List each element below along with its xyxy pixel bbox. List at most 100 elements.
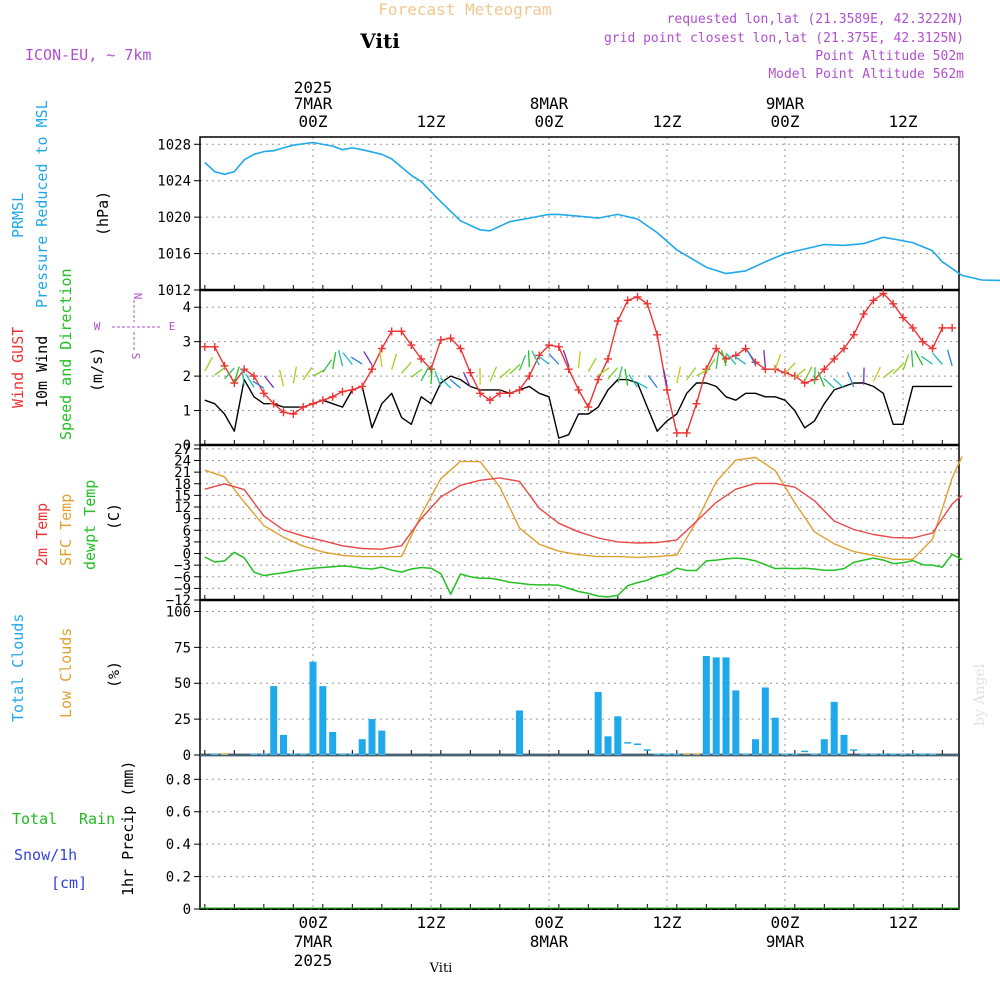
model-label: ICON-EU, ~ 7km xyxy=(25,46,151,64)
gust-marker xyxy=(594,375,603,384)
precip-axis-label: 1hr Precip (mm) xyxy=(119,761,137,896)
wind-direction-arrow xyxy=(420,366,430,382)
wind-direction-arrow xyxy=(607,367,619,380)
y-tick-label: 1024 xyxy=(157,174,191,190)
y-tick-label: 4 xyxy=(183,300,191,316)
wind-direction-arrow xyxy=(910,350,914,368)
gust-marker xyxy=(210,342,219,351)
gust-marker xyxy=(938,323,947,332)
wind-direction-arrow xyxy=(597,367,610,376)
top-year-label: 2025 xyxy=(294,78,333,97)
gust-marker xyxy=(397,327,406,336)
total-clouds-bar xyxy=(811,753,818,756)
wind-direction-arrow xyxy=(342,352,353,365)
watermark: by Angel xyxy=(972,663,988,726)
low-clouds-bar xyxy=(693,753,700,755)
wind-direction-arrow xyxy=(813,367,816,385)
total-clouds-bar xyxy=(702,656,710,755)
y-tick-label: −9 xyxy=(174,581,191,597)
wind-direction-arrow xyxy=(696,368,708,377)
wind-direction-arrow xyxy=(587,357,597,372)
total-clouds-bar xyxy=(299,753,307,756)
wind-direction-arrow xyxy=(914,350,924,366)
y-tick-label: 1 xyxy=(183,404,191,420)
wind-speed-direction-label: Speed and Direction xyxy=(57,268,75,440)
total-clouds-bar xyxy=(653,753,661,756)
compass-south: S xyxy=(129,353,142,360)
total-clouds-bar xyxy=(250,753,258,756)
gust-marker xyxy=(328,392,337,401)
gust-marker xyxy=(466,368,475,377)
total-clouds-bar xyxy=(368,719,376,755)
gust-marker xyxy=(653,330,662,339)
wind-direction-arrow xyxy=(725,352,737,365)
y-tick-label: 1012 xyxy=(157,283,191,299)
gust-marker xyxy=(269,399,278,408)
gust-marker xyxy=(535,351,544,360)
gust-marker xyxy=(712,344,721,353)
wind-direction-arrow xyxy=(337,349,344,367)
wind-direction-arrow xyxy=(774,354,782,371)
wind-direction-arrow xyxy=(302,366,313,381)
dewpt-temp-label: dewpt Temp xyxy=(81,480,99,570)
gust-marker xyxy=(604,354,612,363)
total-clouds-bar xyxy=(712,657,720,755)
wind-direction-arrow xyxy=(499,368,511,379)
y-tick-label: 3 xyxy=(183,535,191,551)
wind-direction-arrow xyxy=(332,352,337,369)
total-clouds-bar xyxy=(348,753,356,756)
wind-direction-arrow xyxy=(921,355,933,365)
total-clouds-bar xyxy=(614,716,622,756)
wind-direction-arrow xyxy=(440,377,452,389)
clouds-unit-label: (%) xyxy=(105,661,123,688)
wind-direction-arrow xyxy=(892,363,904,375)
gust-marker xyxy=(899,313,907,322)
bottom-year-label: 2025 xyxy=(294,951,333,970)
wind-direction-arrow xyxy=(278,369,285,387)
wind-direction-arrow xyxy=(379,349,383,367)
bottom-hour-label: 00Z xyxy=(771,913,800,932)
wind-direction-arrow xyxy=(872,366,881,382)
temp-unit-label: (C) xyxy=(105,503,123,530)
wind-direction-arrow xyxy=(518,354,527,371)
total-clouds-bar xyxy=(830,701,838,755)
total-clouds-bar xyxy=(280,734,287,755)
total-clouds-bar xyxy=(319,686,327,755)
wind-direction-arrow xyxy=(624,368,629,386)
total-clouds-bar xyxy=(329,732,337,755)
y-tick-label: −3 xyxy=(174,558,191,574)
wind-direction-arrow xyxy=(833,378,845,389)
y-tick-label: 0 xyxy=(183,902,191,918)
wind-direction-arrow xyxy=(902,354,910,371)
gust-marker xyxy=(358,382,367,391)
wind-direction-arrow xyxy=(804,366,813,382)
total-clouds-bar xyxy=(309,661,317,755)
total-clouds-bar xyxy=(378,730,386,755)
wind-direction-arrow xyxy=(647,374,658,389)
gust-marker xyxy=(368,365,376,374)
y-tick-label: 21 xyxy=(174,465,191,481)
gust-marker xyxy=(387,327,396,336)
temp2m-label: 2m Temp xyxy=(33,503,51,566)
total-clouds-bar xyxy=(771,717,779,755)
wind-direction-arrow xyxy=(628,374,639,388)
bottom-day-label: 8MAR xyxy=(530,932,569,951)
gust-marker xyxy=(623,296,632,305)
point-altitude: Point Altitude 502m xyxy=(815,49,964,64)
wind-gust-label: Wind GUST xyxy=(9,327,27,408)
gust-marker xyxy=(289,410,298,418)
wind-direction-arrow xyxy=(946,349,953,366)
y-tick-label: −6 xyxy=(174,570,191,586)
low-clouds-label: Low Clouds xyxy=(57,628,75,718)
wind-direction-arrow xyxy=(430,367,433,385)
top-hour-label: 00Z xyxy=(771,112,800,131)
gust-marker xyxy=(250,372,258,381)
top-hour-label: 00Z xyxy=(299,112,328,131)
wind-direction-arrow xyxy=(241,368,245,386)
wind-direction-arrow xyxy=(391,353,398,370)
wind-direction-arrow xyxy=(509,363,521,375)
gust-marker xyxy=(682,428,691,437)
wind-direction-arrow xyxy=(462,371,471,388)
total-clouds-label: Total Clouds xyxy=(9,614,27,722)
gust-marker xyxy=(672,428,681,437)
